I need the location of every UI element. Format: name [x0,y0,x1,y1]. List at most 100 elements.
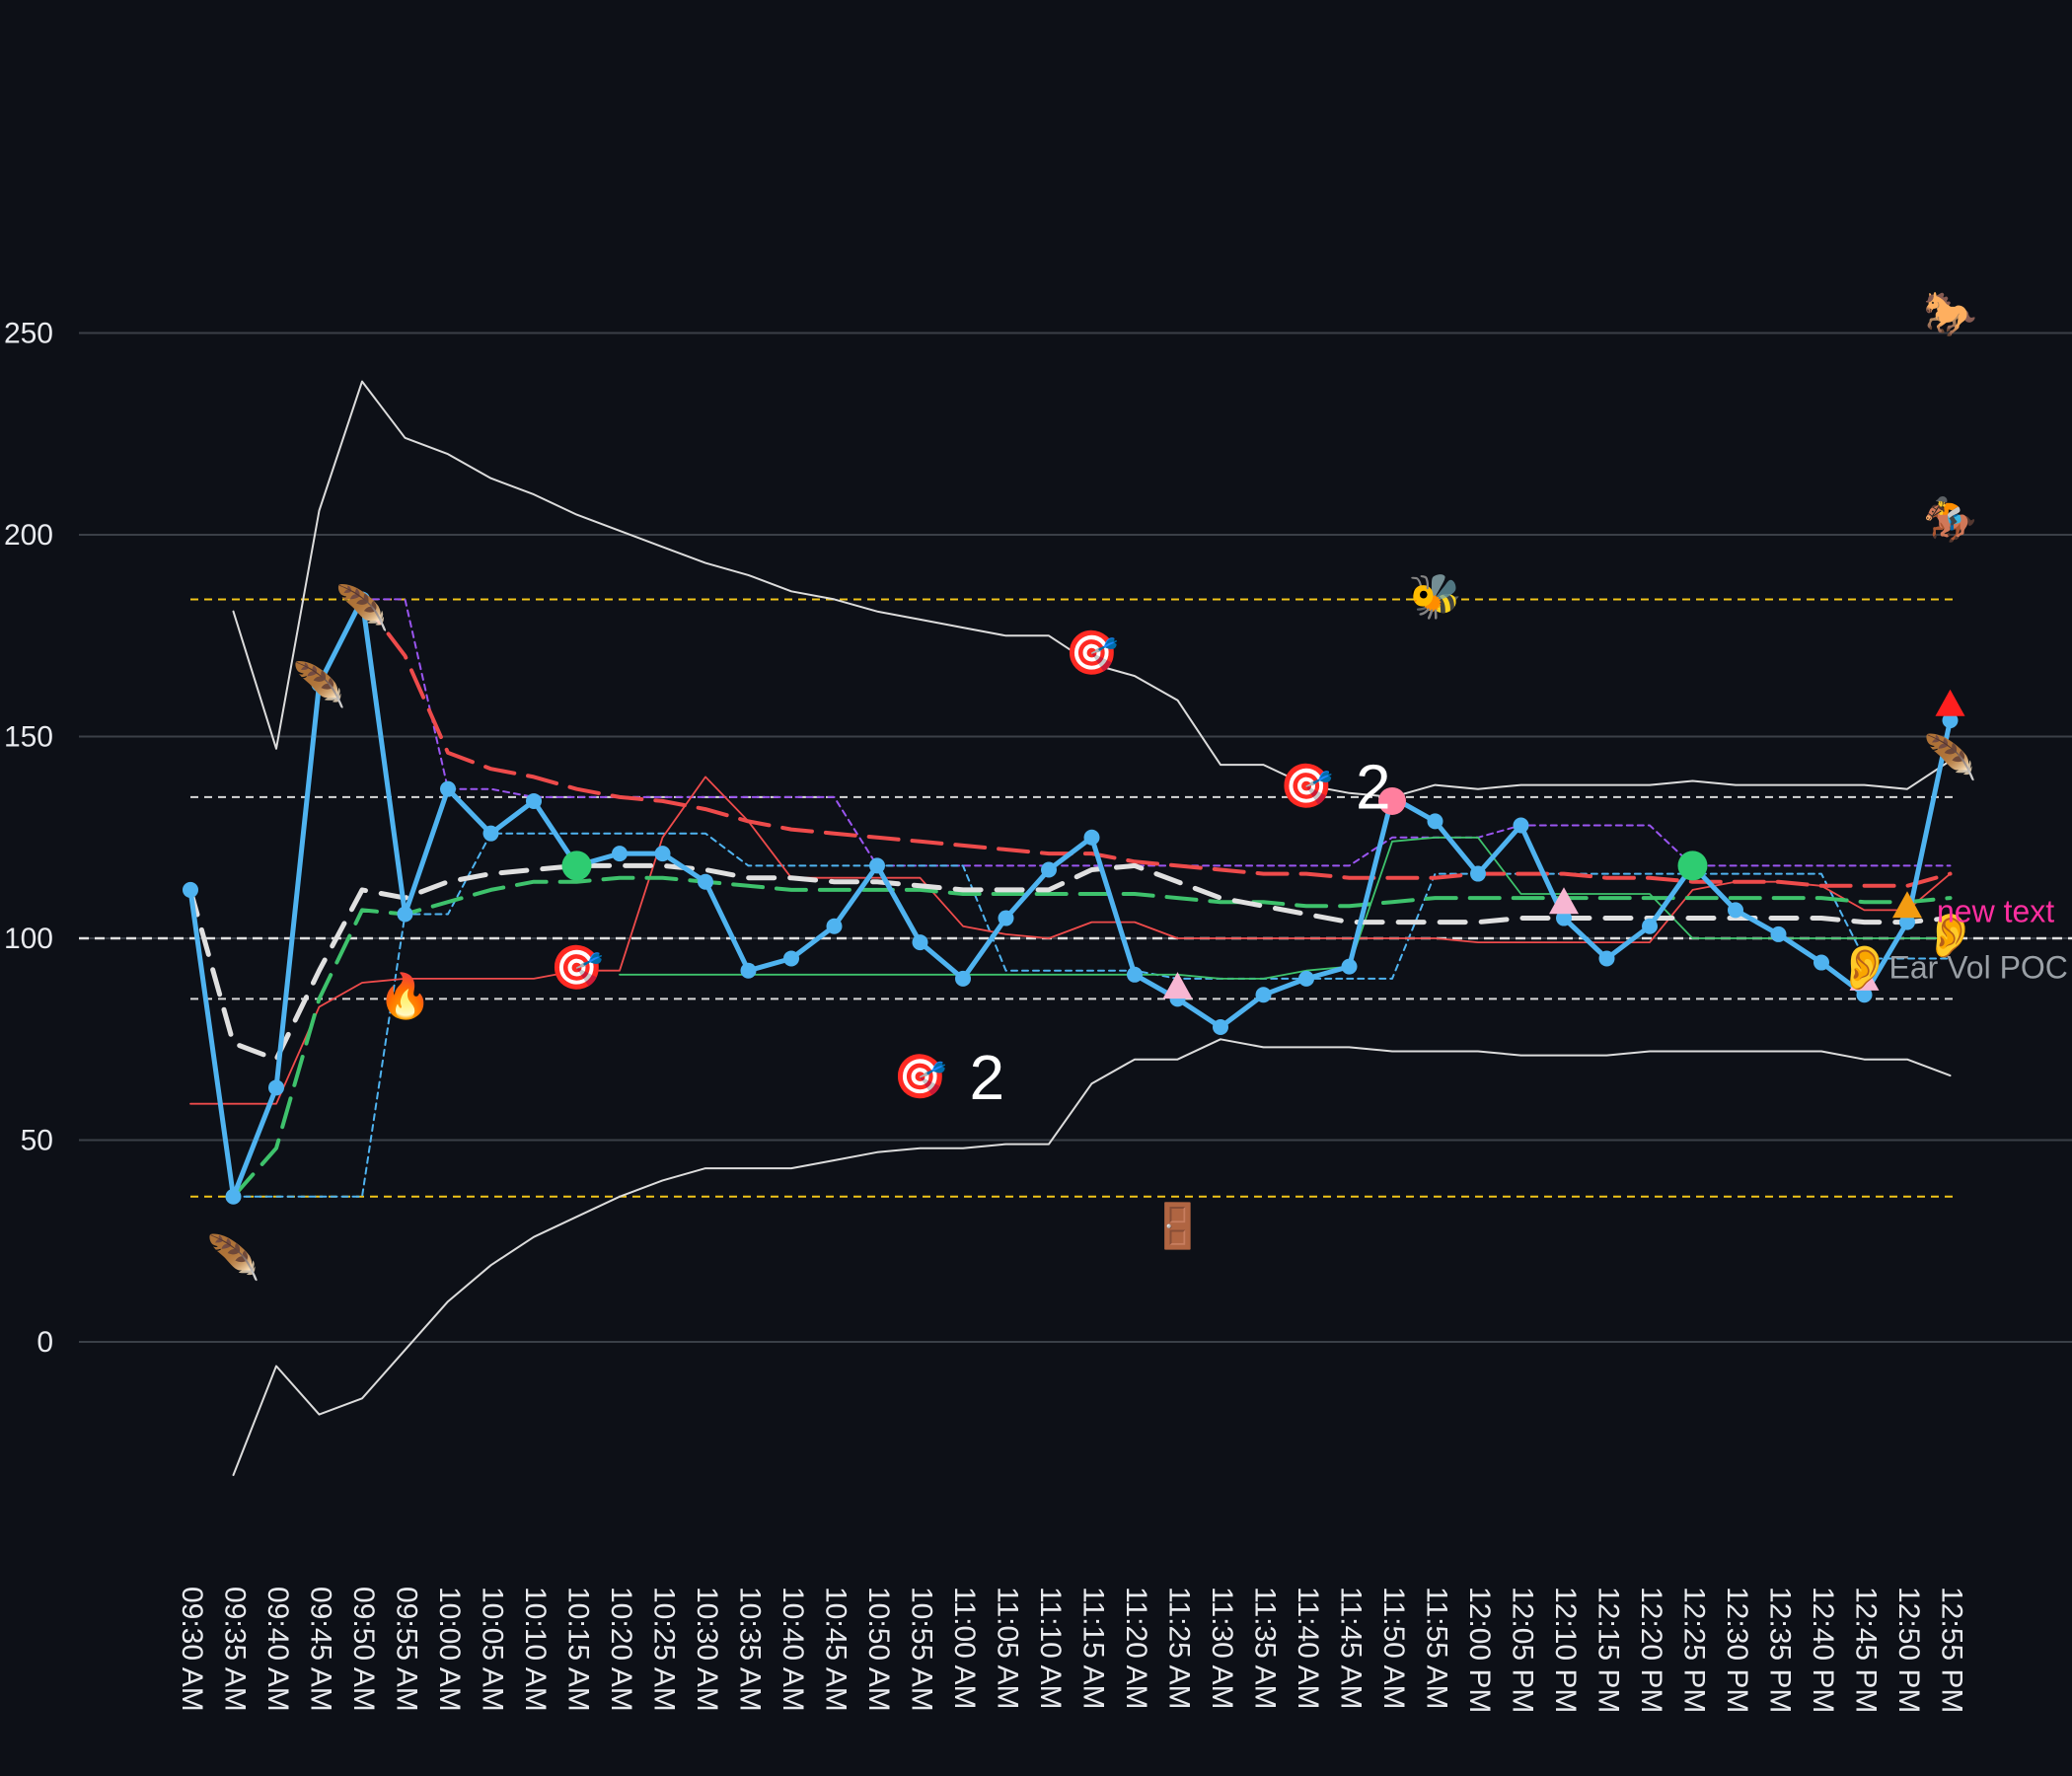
price-point-39 [1856,987,1873,1003]
x-tick-label-10: 10:20 AM [605,1587,637,1712]
green-dot-2 [1677,851,1708,881]
series-line-lower-band [232,1038,1952,1476]
series-line-low-track [189,776,1952,1105]
x-tick-label-35: 12:25 PM [1678,1587,1711,1713]
grid-lines [79,332,2072,1343]
y-tick-label-0: 0 [37,1326,53,1359]
price-point-1 [225,1188,242,1205]
price-point-29 [1427,813,1443,830]
target-1-icon: 🎯 [550,943,604,994]
price-point-40 [1899,914,1915,930]
ear-1-icon: 👂 [1837,943,1891,994]
price-point-13 [740,962,757,979]
feather-3-icon: 🪶 [335,582,390,634]
price-point-27 [1341,958,1358,975]
price-point-14 [783,950,799,967]
x-tick-label-20: 11:10 AM [1034,1587,1067,1710]
x-tick-label-40: 12:50 PM [1892,1587,1925,1713]
x-tick-label-18: 11:00 AM [948,1587,981,1710]
x-tick-label-27: 11:45 AM [1335,1587,1368,1710]
text-annotations: new text Ear Vol POC [1889,893,2068,985]
x-tick-label-22: 11:20 AM [1120,1587,1152,1710]
price-point-10 [612,846,628,862]
y-axis-ticks: 0 50 100 150 200 250 [4,318,53,1360]
x-tick-label-31: 12:05 PM [1507,1587,1539,1713]
y-tick-label-100: 100 [4,923,53,955]
marker-shapes [561,689,1965,999]
series-line-slow-average [187,862,1953,1063]
orange-tri [1892,891,1922,919]
series-line-fast-average [231,875,1953,1199]
x-tick-label-36: 12:30 PM [1721,1587,1753,1713]
x-tick-label-7: 10:05 AM [477,1587,509,1712]
pink-tri-2 [1549,887,1579,915]
x-tick-label-30: 12:00 PM [1463,1587,1496,1713]
series-line-green-track [619,836,1952,980]
price-point-6 [440,780,456,797]
price-point-38 [1813,954,1829,971]
price-point-22 [1127,966,1143,983]
x-tick-label-1: 09:35 AM [219,1587,252,1712]
horse-icon: 🐎 [1923,289,1977,339]
x-tick-label-2: 09:40 AM [261,1587,294,1712]
pink-dot [1378,786,1406,815]
price-point-21 [1083,829,1100,846]
x-tick-label-33: 12:15 PM [1592,1587,1625,1713]
red-tri [1935,689,1965,716]
target-4-count-label: 2 [1356,752,1391,823]
x-tick-label-21: 11:15 AM [1077,1587,1110,1710]
price-point-32 [1556,910,1572,926]
fire-icon: 🔥 [378,971,432,1021]
x-tick-label-0: 09:30 AM [176,1587,208,1712]
price-point-26 [1298,970,1314,987]
x-tick-label-16: 10:50 AM [862,1587,895,1712]
ear-vol-label: Ear Vol POC [1889,950,2068,986]
feather-4-icon: 🪶 [1923,731,1977,783]
x-tick-label-5: 09:55 AM [391,1587,423,1712]
x-tick-label-32: 12:10 PM [1549,1587,1582,1713]
ear-2-icon: 👂 [1923,911,1977,961]
x-tick-label-9: 10:15 AM [562,1587,595,1712]
x-axis-ticks: 09:30 AM 09:35 AM 09:40 AM 09:45 AM 09:50 AM… [176,1587,1968,1713]
feather-2-icon: 🪶 [292,658,346,710]
target-4-icon: 🎯 [1280,762,1334,812]
x-tick-label-3: 09:45 AM [305,1587,337,1712]
x-tick-label-13: 10:35 AM [734,1587,767,1712]
x-tick-label-41: 12:55 PM [1936,1587,1968,1713]
x-tick-label-25: 11:35 AM [1249,1587,1282,1710]
x-tick-label-12: 10:30 AM [691,1587,723,1712]
x-tick-label-4: 09:50 AM [347,1587,380,1712]
series-line-upper-band [232,380,1952,798]
x-tick-label-8: 10:10 AM [519,1587,552,1712]
price-point-5 [397,906,413,923]
series-line-blue-step [232,832,1952,1198]
bee-icon: 🐝 [1408,571,1462,622]
x-tick-label-24: 11:30 AM [1206,1587,1238,1710]
horse-racing-icon: 🏇 [1923,495,1977,546]
x-tick-label-29: 11:55 AM [1421,1587,1453,1710]
price-point-17 [912,934,928,951]
series-line-purple-step [361,598,1952,867]
pink-tri-1 [1162,972,1193,999]
y-tick-label-250: 250 [4,318,53,350]
x-tick-label-26: 11:40 AM [1292,1587,1324,1710]
price-point-18 [955,970,971,987]
target-2-icon: 🎯 [893,1052,947,1102]
x-tick-label-11: 10:25 AM [648,1587,681,1712]
price-point-2 [268,1079,284,1096]
x-tick-label-37: 12:35 PM [1764,1587,1797,1713]
x-tick-label-19: 11:05 AM [992,1587,1024,1710]
target-3-icon: 🎯 [1065,629,1119,679]
emoji-annotations: 🪶 🪶 🪶 🪶 🔥 🎯 🎯 2 🎯 🎯 2 🐝 🚪 🐎 🏇 👂 👂 [206,289,1977,1284]
x-tick-label-23: 11:25 AM [1163,1587,1196,1710]
price-point-8 [526,792,542,809]
price-point-16 [869,857,885,874]
price-point-31 [1513,817,1529,834]
green-dot-1 [561,851,592,881]
x-tick-label-34: 12:20 PM [1635,1587,1667,1713]
target-2-count-label: 2 [970,1042,1005,1113]
price-point-0 [183,881,198,898]
x-tick-label-15: 10:45 AM [820,1587,852,1712]
y-tick-label-150: 150 [4,721,53,754]
